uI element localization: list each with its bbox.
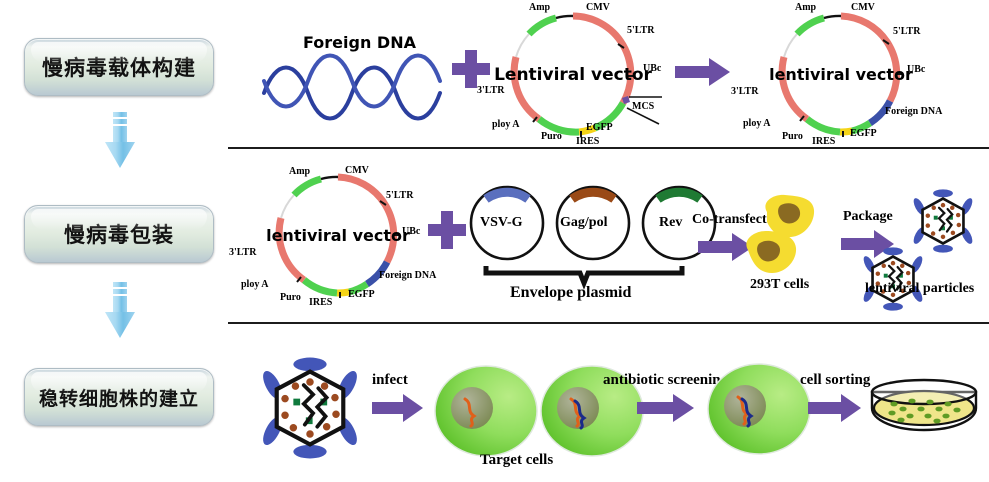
feature-label-puro: Puro [280,292,301,303]
plasmid-label-rev: Rev [659,215,683,230]
feature-label-ubc: UBc [907,64,926,75]
stage-label-text: 稳转细胞株的建立 [38,387,199,410]
plasmid-name-label: lentiviral vector [769,65,913,84]
process-arrow-insert [675,57,731,92]
plus-icon-row1 [450,48,492,95]
feature-label-egfp: EGFP [850,128,877,139]
section-divider-1 [228,147,989,149]
envelope-plasmid-label: Envelope plasmid [510,284,632,301]
feature-label-amp: Amp [529,2,551,13]
dna-helix-icon [262,53,452,121]
feature-label-5ltr: 5'LTR [627,25,655,36]
feature-label-puro: Puro [541,131,562,142]
feature-label-5ltr: 5'LTR [386,190,414,201]
plasmid-label-vsv-g: VSV-G [480,215,523,230]
lentiviral-particles-label: lentiviral particles [865,281,975,296]
process-arrow-antibiotic [637,393,695,428]
target-cell-2 [538,363,646,466]
step-label-package: Package [843,209,893,224]
feature-label-mcs: MCS [632,101,655,112]
stage-label-text: 慢病毒包装 [64,223,174,247]
plasmid-rev [638,182,720,269]
feature-label-ploya: ploy A [743,118,771,129]
feature-label-cmv: CMV [586,2,610,13]
plus-icon-row2 [426,209,468,256]
feature-label-3ltr: 3'LTR [731,86,759,97]
section-divider-2 [228,322,989,324]
step-label-cell-sorting: cell sorting [800,372,871,388]
feature-label-ubc: UBc [402,226,421,237]
feature-label-ploya: ploy A [241,279,269,290]
feature-label-foreign-dna: Foreign DNA [885,106,943,117]
feature-label-amp: Amp [795,2,817,13]
feature-label-3ltr: 3'LTR [229,247,257,258]
plasmid-label-gag-pol: Gag/pol [560,215,608,230]
cells-293t-label: 293T cells [750,277,810,292]
flow-arrow-down-1 [103,112,137,170]
feature-label-ploya: ploy A [492,119,520,130]
feature-label-egfp: EGFP [348,289,375,300]
feature-label-foreign-dna: Foreign DNA [379,270,437,281]
plasmid-name-label: lentiviral vector [266,226,410,245]
flow-arrow-down-2 [103,282,137,340]
envelope-plasmid-brace [483,264,685,291]
process-arrow-cotransfect [698,232,754,267]
feature-label-ubc: UBc [643,63,662,74]
plasmid-vsv-g [466,182,548,269]
plasmid-map-row2: lentiviral vector [252,165,432,312]
target-cell-1 [432,363,540,466]
stage-label-virus-packaging: 慢病毒包装 [24,205,214,263]
foreign-dna-title: Foreign DNA [303,33,416,52]
step-label-infect: infect [372,372,408,388]
feature-label-5ltr: 5'LTR [893,26,921,37]
cell-293t-lower [738,228,800,281]
feature-label-ires: IRES [576,136,600,147]
lentiviral-particle-upper [910,188,976,259]
target-cells-label: Target cells [480,452,554,468]
stage-label-stable-cell-line: 稳转细胞株的建立 [24,368,214,426]
lentiviral-particle-lower [860,246,926,317]
petri-dish [868,378,980,449]
feature-label-amp: Amp [289,166,311,177]
process-arrow-package [841,229,895,264]
stage-label-vector-construction: 慢病毒载体构建 [24,38,214,96]
feature-label-puro: Puro [782,131,803,142]
stage-label-text: 慢病毒载体构建 [42,56,196,80]
step-label-antibiotic-screening: antibiotic screening [603,372,729,388]
feature-label-3ltr: 3'LTR [477,85,505,96]
feature-label-cmv: CMV [345,165,369,176]
target-cell-selected [705,361,813,464]
plasmid-gag-pol [552,182,634,269]
plasmid-map-lentiviral-vector-empty: Lentiviral vector [487,4,667,151]
feature-label-ires: IRES [309,297,333,308]
cell-293t-upper [755,192,817,245]
feature-label-egfp: EGFP [586,122,613,133]
lentiviral-particle-large [258,356,362,465]
process-arrow-sorting [808,393,862,428]
step-label-cotransfect: Co-transfect [692,212,767,227]
plasmid-map-lentiviral-vector-with-insert: lentiviral vector [755,4,935,151]
plasmid-name-label: Lentiviral vector [494,65,652,85]
feature-label-cmv: CMV [851,2,875,13]
feature-label-ires: IRES [812,136,836,147]
process-arrow-infect [372,393,424,428]
